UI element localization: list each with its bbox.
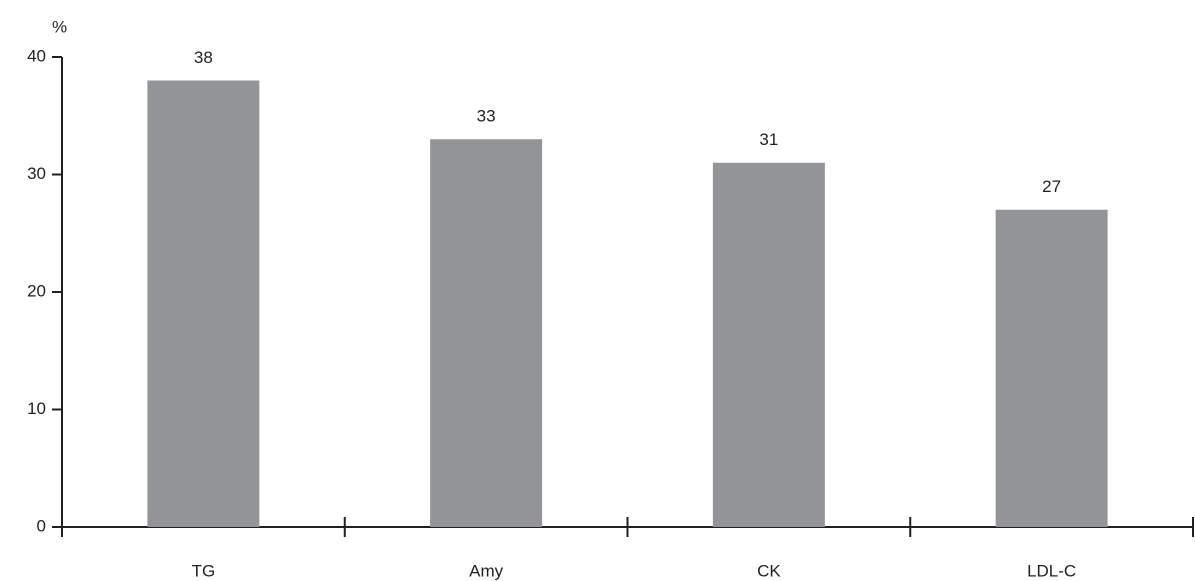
bar [430,139,543,527]
bar [995,209,1108,527]
x-tick-label: Amy [469,561,504,580]
data-label: 31 [759,130,778,149]
x-tick-label: CK [757,561,781,580]
x-tick-label: TG [192,561,216,580]
y-tick-label: 10 [27,399,46,418]
y-tick-label: 40 [27,46,46,65]
data-label: 33 [477,107,496,126]
data-label: 27 [1042,177,1061,196]
y-tick-label: 20 [27,281,46,300]
x-tick-label: LDL-C [1027,561,1076,580]
y-axis-label: % [52,17,67,36]
y-tick-label: 0 [37,516,46,535]
bar [147,80,260,527]
y-tick-label: 30 [27,164,46,183]
data-label: 38 [194,48,213,67]
bar [712,162,825,527]
